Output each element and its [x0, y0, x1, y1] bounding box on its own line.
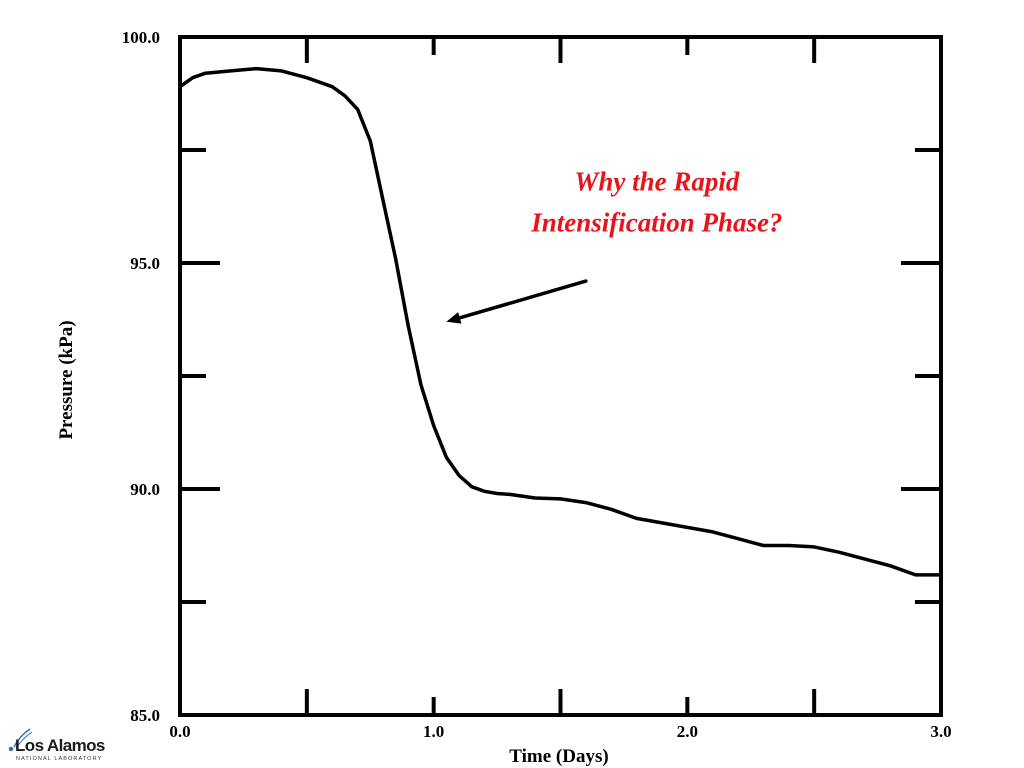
x-axis-label: Time (Days) [509, 746, 608, 767]
annotation-arrow-shaft [458, 279, 588, 320]
pressure-series-line [178, 66, 943, 577]
x-tick-label: 0.0 [169, 722, 190, 741]
y-tick-label: 100.0 [122, 28, 160, 47]
los-alamos-logo: Los Alamos NATIONAL LABORATORY [2, 727, 132, 767]
logo-name: Los Alamos [15, 736, 105, 755]
logo-subtitle: NATIONAL LABORATORY [16, 756, 103, 762]
annotation-text-line: Intensification Phase? [530, 208, 782, 238]
tick-marks [180, 37, 941, 715]
x-tick-label: 1.0 [423, 722, 444, 741]
annotation-arrow-head [446, 312, 462, 324]
annotation-text-line: Why the Rapid [574, 167, 740, 197]
y-tick-label: 95.0 [130, 254, 160, 273]
logo-mark-icon [8, 728, 33, 752]
x-tick-label: 3.0 [930, 722, 951, 741]
x-tick-label: 2.0 [677, 722, 698, 741]
y-tick-label: 85.0 [130, 706, 160, 725]
y-tick-label: 90.0 [130, 480, 160, 499]
tick-labels: 0.0 1.0 2.0 3.0 85.0 90.0 95.0 100.0 [122, 28, 952, 741]
annotation: Why the Rapid Intensification Phase? [446, 167, 783, 324]
plot-frame [178, 35, 943, 717]
y-axis-label: Pressure (kPa) [56, 320, 77, 439]
